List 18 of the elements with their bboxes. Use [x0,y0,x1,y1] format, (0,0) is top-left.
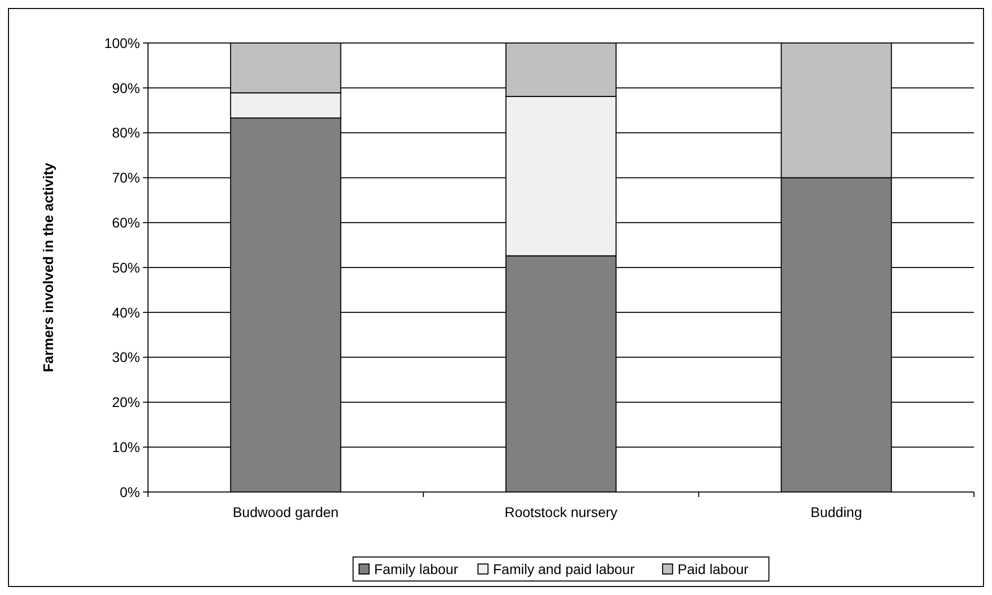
y-tick-label: 30% [112,349,140,366]
y-tick-label: 10% [112,439,140,455]
y-tick-label: 80% [112,124,140,141]
y-tick-label: 100% [104,34,140,51]
y-tick-label: 60% [112,214,140,230]
y-tick-label: 70% [112,170,140,186]
y-tick-label: 90% [112,80,140,96]
x-tick-label: Budwood garden [232,504,339,520]
y-tick-label: 40% [112,304,140,320]
y-axis-title: Farmers involved in the activity [40,162,56,372]
legend-label: Paid labour [678,561,749,577]
y-tick-label: 0% [120,484,140,500]
x-tick-label: Budding [810,504,862,520]
x-tick-label: Rootstock nursery [504,504,618,520]
y-tick-label: 20% [112,394,140,410]
legend-label: Family labour [374,561,458,577]
legend-label: Family and paid labour [493,561,635,577]
y-tick-label: 50% [112,259,140,276]
